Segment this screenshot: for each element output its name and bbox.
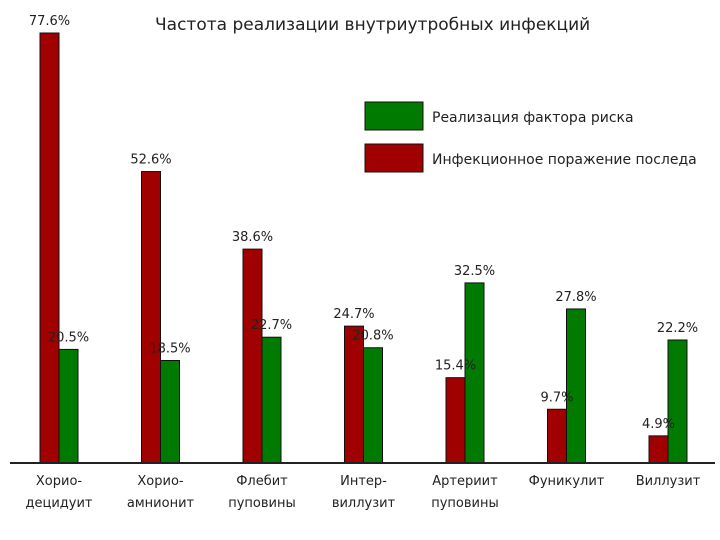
category-label-2-line-1: Хорио- [137,474,184,489]
category-label-6: Фуникулит [529,474,605,489]
value-labels: 77.6% 20.5% 52.6% 18.5% 38.6% 22.7% 24.7% 20.8%… [29,14,698,432]
value-label-risk-6: 27.8% [555,290,596,305]
legend: Реализация фактора риска Инфекционное пор… [364,101,697,173]
legend-swatch-1 [364,101,424,131]
legend-swatch-2 [364,143,424,173]
bar-infection-6 [547,408,567,464]
value-label-infection-7: 4.9% [642,417,675,432]
category-label-2-line-2: амнионит [127,496,195,511]
value-label-infection-1: 77.6% [29,14,70,29]
bar-risk-1 [58,348,79,464]
category-label-3-line-1: Флебит [236,474,288,489]
bar-risk-4 [363,347,383,464]
value-label-risk-7: 22.2% [657,321,698,336]
legend-label-1: Реализация фактора риска [432,110,634,126]
bar-infection-2 [141,171,161,464]
value-label-infection-6: 9.7% [540,390,573,405]
bar-infection-4 [344,325,364,464]
bar-risk-6 [566,308,586,464]
value-label-risk-1: 20.5% [48,330,89,345]
value-label-risk-2: 18.5% [149,341,190,356]
value-label-risk-4: 20.8% [352,329,393,344]
value-label-infection-2: 52.6% [130,153,171,168]
chart-title: Частота реализации внутриутробных инфекц… [155,15,590,35]
bars [39,32,688,464]
legend-label-2: Инфекционное поражение последа [432,152,697,168]
category-label-1-line-1: Хорио- [36,474,83,489]
bar-infection-1 [39,32,60,464]
value-label-risk-3: 22.7% [251,318,292,333]
category-labels: Хорио-децидуит Хорио-амнионит Флебит пупови… [26,474,701,511]
category-label-3-line-2: пуповины [228,496,296,511]
bar-risk-2 [160,359,180,464]
bar-infection-5 [445,377,466,464]
category-label-1-line-2: децидуит [26,496,93,511]
value-label-infection-4: 24.7% [333,307,374,322]
value-label-risk-5: 32.5% [454,264,495,279]
bar-risk-7 [667,339,688,464]
value-label-infection-5: 15.4% [435,359,476,374]
category-label-4-line-1: Интер- [340,474,387,489]
bar-infection-7 [648,435,669,464]
bar-infection-3 [242,248,263,464]
category-label-7: Виллузит [636,474,701,489]
category-label-5-line-1: Артериит [432,474,498,489]
value-label-infection-3: 38.6% [232,230,273,245]
category-label-4-line-2: виллузит [332,496,396,511]
category-label-5-line-2: пуповины [431,496,499,511]
bar-risk-3 [261,336,282,464]
